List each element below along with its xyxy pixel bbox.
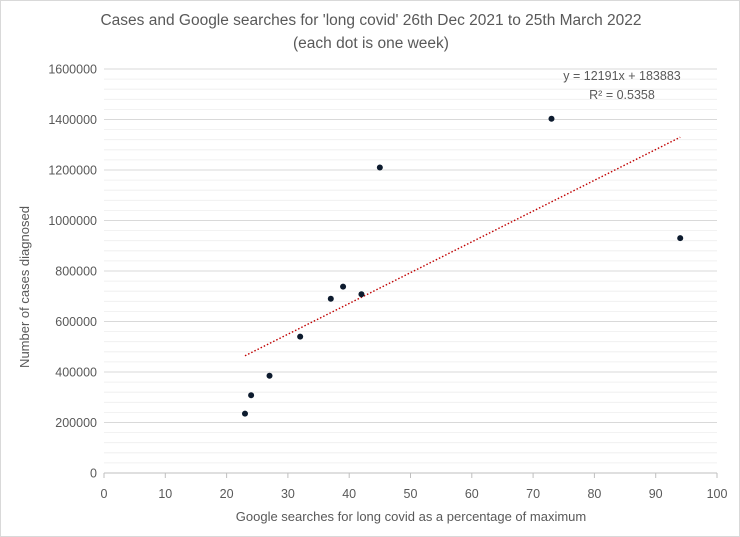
x-tick-label: 70 (526, 487, 540, 501)
x-tick-label: 60 (465, 487, 479, 501)
trendline-group (244, 136, 681, 357)
y-tick-label: 1200000 (48, 164, 97, 178)
data-points (241, 115, 684, 417)
y-tick-label: 600000 (55, 315, 97, 329)
y-tick-label: 1400000 (48, 113, 97, 127)
y-tick-label: 1000000 (48, 214, 97, 228)
data-point (548, 115, 555, 122)
y-tick-label: 0 (90, 467, 97, 481)
data-point (266, 372, 273, 379)
x-tick-label: 100 (707, 487, 728, 501)
chart-subtitle: (each dot is one week) (293, 35, 449, 52)
y-tick-label: 800000 (55, 265, 97, 279)
y-tick-label: 1600000 (48, 63, 97, 77)
axes: 0 200000 400000 600000 800000 1000000 1200000 1… (48, 63, 727, 502)
trendline-r-squared: R² = 0.5358 (589, 88, 655, 102)
x-axis-title: Google searches for long covid as a perc… (236, 509, 586, 524)
data-point (327, 295, 334, 302)
trendline (244, 136, 681, 357)
y-tick-label: 200000 (55, 416, 97, 430)
x-tick-label: 10 (158, 487, 172, 501)
data-point (248, 392, 255, 399)
x-tick-label: 20 (220, 487, 234, 501)
data-point (297, 333, 304, 340)
x-tick-label: 30 (281, 487, 295, 501)
y-axis-title: Number of cases diagnosed (17, 206, 32, 368)
x-tick-label: 80 (587, 487, 601, 501)
data-point (677, 235, 684, 242)
data-point (376, 164, 383, 171)
grid-lines (104, 68, 717, 464)
x-tick-label: 0 (101, 487, 108, 501)
y-tick-label: 400000 (55, 366, 97, 380)
x-tick-label: 50 (404, 487, 418, 501)
data-point (241, 410, 248, 417)
trendline-equation: y = 12191x + 183883 (563, 69, 681, 83)
chart-title: Cases and Google searches for 'long covi… (100, 12, 641, 29)
x-tick-label: 90 (649, 487, 663, 501)
data-point (340, 283, 347, 290)
data-point (358, 291, 365, 298)
x-tick-label: 40 (342, 487, 356, 501)
